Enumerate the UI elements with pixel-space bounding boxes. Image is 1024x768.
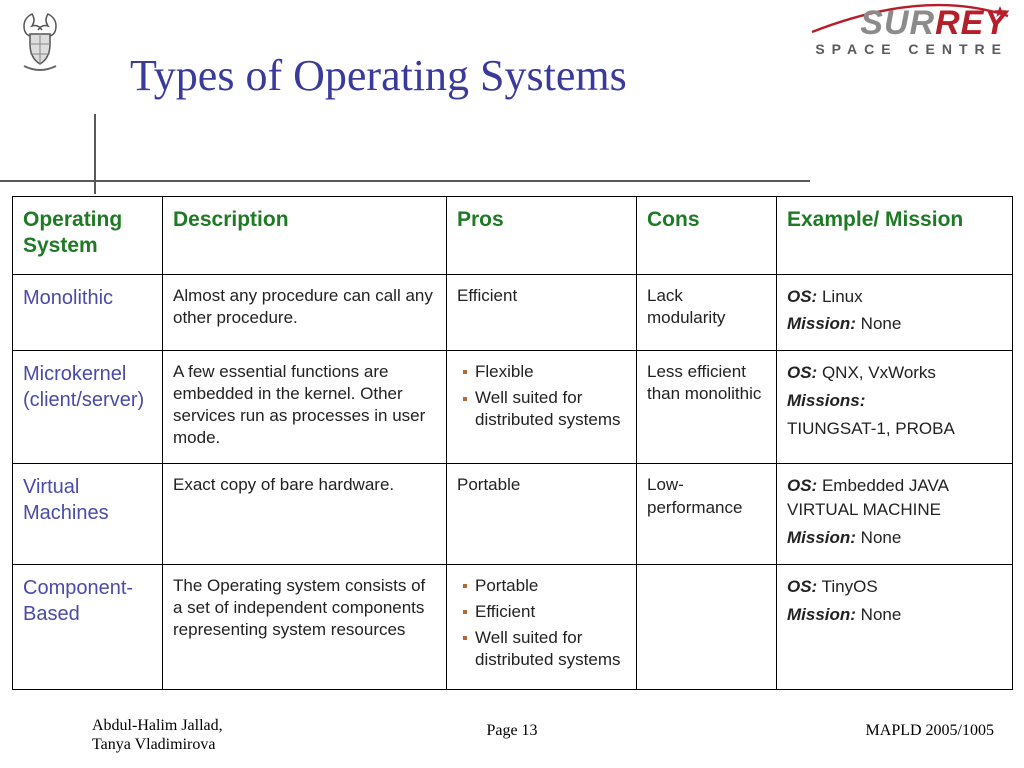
col-header-description: Description xyxy=(163,197,447,275)
row-name-cell: Virtual Machines xyxy=(13,464,163,564)
row-cons-cell: Low-performance xyxy=(637,464,777,564)
row-example-cell: OS: Embedded JAVA VIRTUAL MACHINEMission… xyxy=(777,464,1013,564)
table-row: Component-BasedThe Operating system cons… xyxy=(13,564,1013,689)
footer-right: MAPLD 2005/1005 xyxy=(866,722,994,740)
cons-item: Low-performance xyxy=(647,474,766,518)
table-row: Microkernel (client/server)A few essenti… xyxy=(13,351,1013,464)
row-pros-cell: Portable xyxy=(447,464,637,564)
example-os-label: OS: xyxy=(787,577,817,596)
pros-item: Well suited for distributed systems xyxy=(463,387,626,431)
example-mission-value: None xyxy=(856,605,901,624)
surrey-logo: SURREY SPACE CENTRE xyxy=(815,6,1008,56)
pros-item: Well suited for distributed systems xyxy=(463,627,626,671)
example-mission-value: TIUNGSAT-1, PROBA xyxy=(787,417,1002,441)
row-cons-cell: Less efficient than monolithic xyxy=(637,351,777,464)
example-mission-label: Mission: xyxy=(787,605,856,624)
example-mission-label: Mission: xyxy=(787,314,856,333)
col-header-pros: Pros xyxy=(447,197,637,275)
row-cons-cell: Lack modularity xyxy=(637,274,777,351)
row-description-cell: A few essential functions are embedded i… xyxy=(163,351,447,464)
pros-item: Efficient xyxy=(457,285,626,307)
row-name-cell: Monolithic xyxy=(13,274,163,351)
example-mission-value: None xyxy=(856,314,901,333)
pros-item: Portable xyxy=(463,575,626,597)
example-mission-label: Missions: xyxy=(787,391,865,410)
example-mission-label: Mission: xyxy=(787,528,856,547)
deco-line-horizontal xyxy=(0,180,810,182)
row-example-cell: OS: TinyOS Mission: None xyxy=(777,564,1013,689)
example-os-value: QNX, VxWorks xyxy=(817,363,936,382)
os-types-table: Operating System Description Pros Cons E… xyxy=(12,196,1013,690)
row-name-cell: Component-Based xyxy=(13,564,163,689)
row-example-cell: OS: QNX, VxWorks Missions: TIUNGSAT-1, PRO… xyxy=(777,351,1013,464)
slide-title: Types of Operating Systems xyxy=(130,50,627,101)
slide-header: SURREY SPACE CENTRE Types of Operating S… xyxy=(0,0,1024,190)
row-example-cell: OS: Linux Mission: None xyxy=(777,274,1013,351)
example-os-value: TinyOS xyxy=(817,577,877,596)
table-row: MonolithicAlmost any procedure can call … xyxy=(13,274,1013,351)
row-description-cell: Exact copy of bare hardware. xyxy=(163,464,447,564)
row-pros-cell: Efficient xyxy=(447,274,637,351)
example-os-label: OS: xyxy=(787,363,817,382)
deco-line-vertical xyxy=(94,114,96,194)
row-pros-cell: Flexible Well suited for distributed syst… xyxy=(447,351,637,464)
pros-item: Portable xyxy=(457,474,626,496)
logo-sub-text: SPACE CENTRE xyxy=(815,42,1008,56)
table-row: Virtual MachinesExact copy of bare hardw… xyxy=(13,464,1013,564)
example-os-value: Linux xyxy=(817,287,862,306)
example-mission-value: None xyxy=(856,528,901,547)
row-description-cell: The Operating system consists of a set o… xyxy=(163,564,447,689)
example-os-label: OS: xyxy=(787,287,817,306)
row-pros-cell: Portable Efficient Well suited for distrib… xyxy=(447,564,637,689)
cons-item: Lack modularity xyxy=(647,285,766,329)
col-header-os: Operating System xyxy=(13,197,163,275)
row-name-cell: Microkernel (client/server) xyxy=(13,351,163,464)
table-header-row: Operating System Description Pros Cons E… xyxy=(13,197,1013,275)
example-os-label: OS: xyxy=(787,476,817,495)
row-description-cell: Almost any procedure can call any other … xyxy=(163,274,447,351)
pros-item: Flexible xyxy=(463,361,626,383)
logo-main-text: SURREY xyxy=(860,6,1008,40)
col-header-example: Example/ Mission xyxy=(777,197,1013,275)
cons-item: Less efficient than monolithic xyxy=(647,361,766,405)
row-cons-cell xyxy=(637,564,777,689)
col-header-cons: Cons xyxy=(637,197,777,275)
pros-item: Efficient xyxy=(463,601,626,623)
crest-icon xyxy=(10,6,70,72)
